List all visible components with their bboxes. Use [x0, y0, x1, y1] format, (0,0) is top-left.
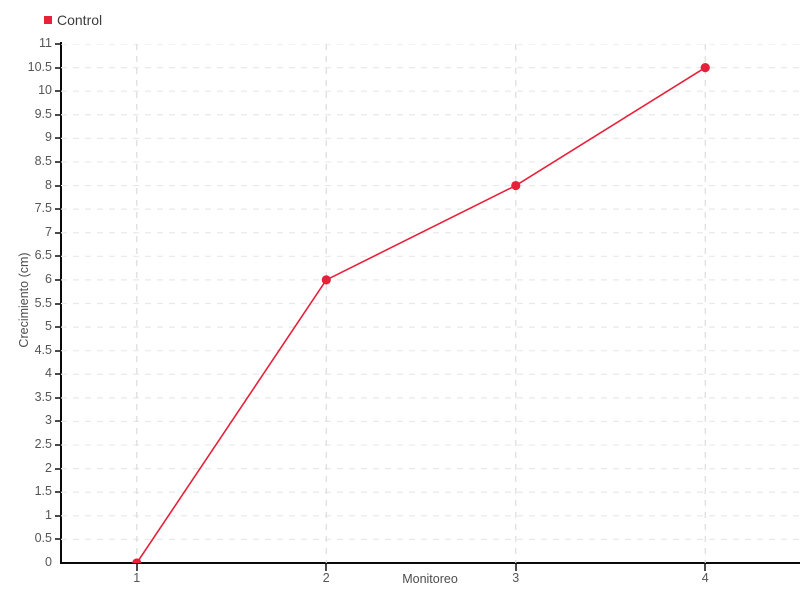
y-axis-tick-label: 0 [45, 555, 52, 569]
y-axis-tick-label: 1 [45, 507, 52, 522]
x-axis-tick-mark [135, 564, 138, 571]
y-axis-tick-mark [55, 90, 61, 93]
y-axis-tick-mark [55, 66, 61, 69]
y-axis-tick-mark [55, 326, 61, 329]
x-axis-tick-label: 3 [512, 571, 520, 585]
y-axis-tick-label: 2 [45, 460, 52, 475]
y-axis-tick-labels: 0 0.5 1 1.5 2 2.5 3 3.5 4 4.5 5 5.5 6 6.5 7 7.5 8 8.5 9 9.5… [0, 0, 52, 600]
y-axis-tick-mark [55, 373, 61, 376]
y-axis-tick-mark [55, 538, 61, 541]
y-axis-tick-label: 7.5 [34, 201, 52, 216]
y-axis-title: Crecimiento (cm) [17, 252, 31, 348]
y-axis-tick-label: 7 [45, 224, 52, 239]
plot-area [61, 44, 800, 563]
y-axis-tick-mark [55, 514, 61, 517]
x-axis-tick-label: 2 [322, 571, 330, 585]
y-axis-tick-label: 5 [45, 319, 52, 334]
y-axis-tick-mark [55, 444, 61, 447]
y-axis-tick-label: 4.5 [34, 342, 52, 357]
y-axis-tick-label: 8 [45, 177, 52, 192]
plot-canvas [61, 44, 800, 563]
data-point[interactable] [511, 180, 521, 191]
y-axis-tick-label: 1.5 [34, 484, 52, 499]
y-axis-tick-label: 3 [45, 413, 52, 428]
y-axis-tick-label: 10 [38, 83, 52, 98]
chart-legend: Control [44, 11, 102, 29]
x-axis-tick-mark [704, 564, 707, 571]
y-axis-tick-mark [55, 349, 61, 352]
x-axis-tick-mark [514, 564, 517, 571]
y-axis-tick-mark [55, 255, 61, 258]
y-axis-tick-mark [55, 231, 61, 234]
y-axis-tick-label: 9.5 [34, 106, 52, 121]
y-axis-tick-mark [55, 43, 61, 45]
y-axis-tick-label: 3.5 [34, 389, 52, 404]
y-axis-tick-label: 6.5 [34, 248, 52, 263]
x-axis-tick-label: 1 [133, 571, 141, 585]
x-axis-tick-label: 4 [701, 571, 709, 585]
x-axis-line [61, 562, 800, 564]
data-point[interactable] [700, 62, 710, 73]
y-axis-tick-label: 6 [45, 271, 52, 286]
y-axis-tick-mark [55, 160, 61, 163]
y-axis-tick-mark [55, 184, 61, 187]
data-point[interactable] [132, 558, 142, 563]
y-axis-tick-label: 2.5 [34, 437, 52, 452]
y-axis-tick-label: 9 [45, 130, 52, 145]
y-axis-tick-mark [55, 113, 61, 116]
y-axis-tick-mark [55, 420, 61, 423]
y-axis-tick-mark [55, 396, 61, 399]
y-axis-tick-mark [55, 491, 61, 494]
y-axis-tick-label: 11 [39, 36, 52, 50]
series-line-control [135, 66, 707, 563]
y-axis-title-wrap: Crecimiento (cm) [14, 0, 34, 600]
legend-swatch-control [44, 16, 52, 24]
x-axis-title: Monitoreo [402, 572, 458, 586]
y-axis-tick-mark [55, 208, 61, 211]
data-point[interactable] [321, 275, 331, 285]
y-axis-tick-mark [55, 137, 61, 140]
x-axis-tick-mark [325, 564, 328, 571]
legend-label-control: Control [57, 12, 103, 28]
y-axis-tick-label: 10.5 [27, 59, 52, 74]
y-axis-tick-label: 5.5 [34, 295, 52, 310]
y-axis-tick-mark [55, 467, 61, 470]
y-axis-tick-label: 4 [45, 366, 52, 381]
y-axis-tick-mark [55, 302, 61, 305]
y-axis-tick-label: 0.5 [34, 531, 52, 546]
y-axis-tick-mark [55, 278, 61, 281]
y-axis-tick-label: 8.5 [34, 153, 52, 168]
